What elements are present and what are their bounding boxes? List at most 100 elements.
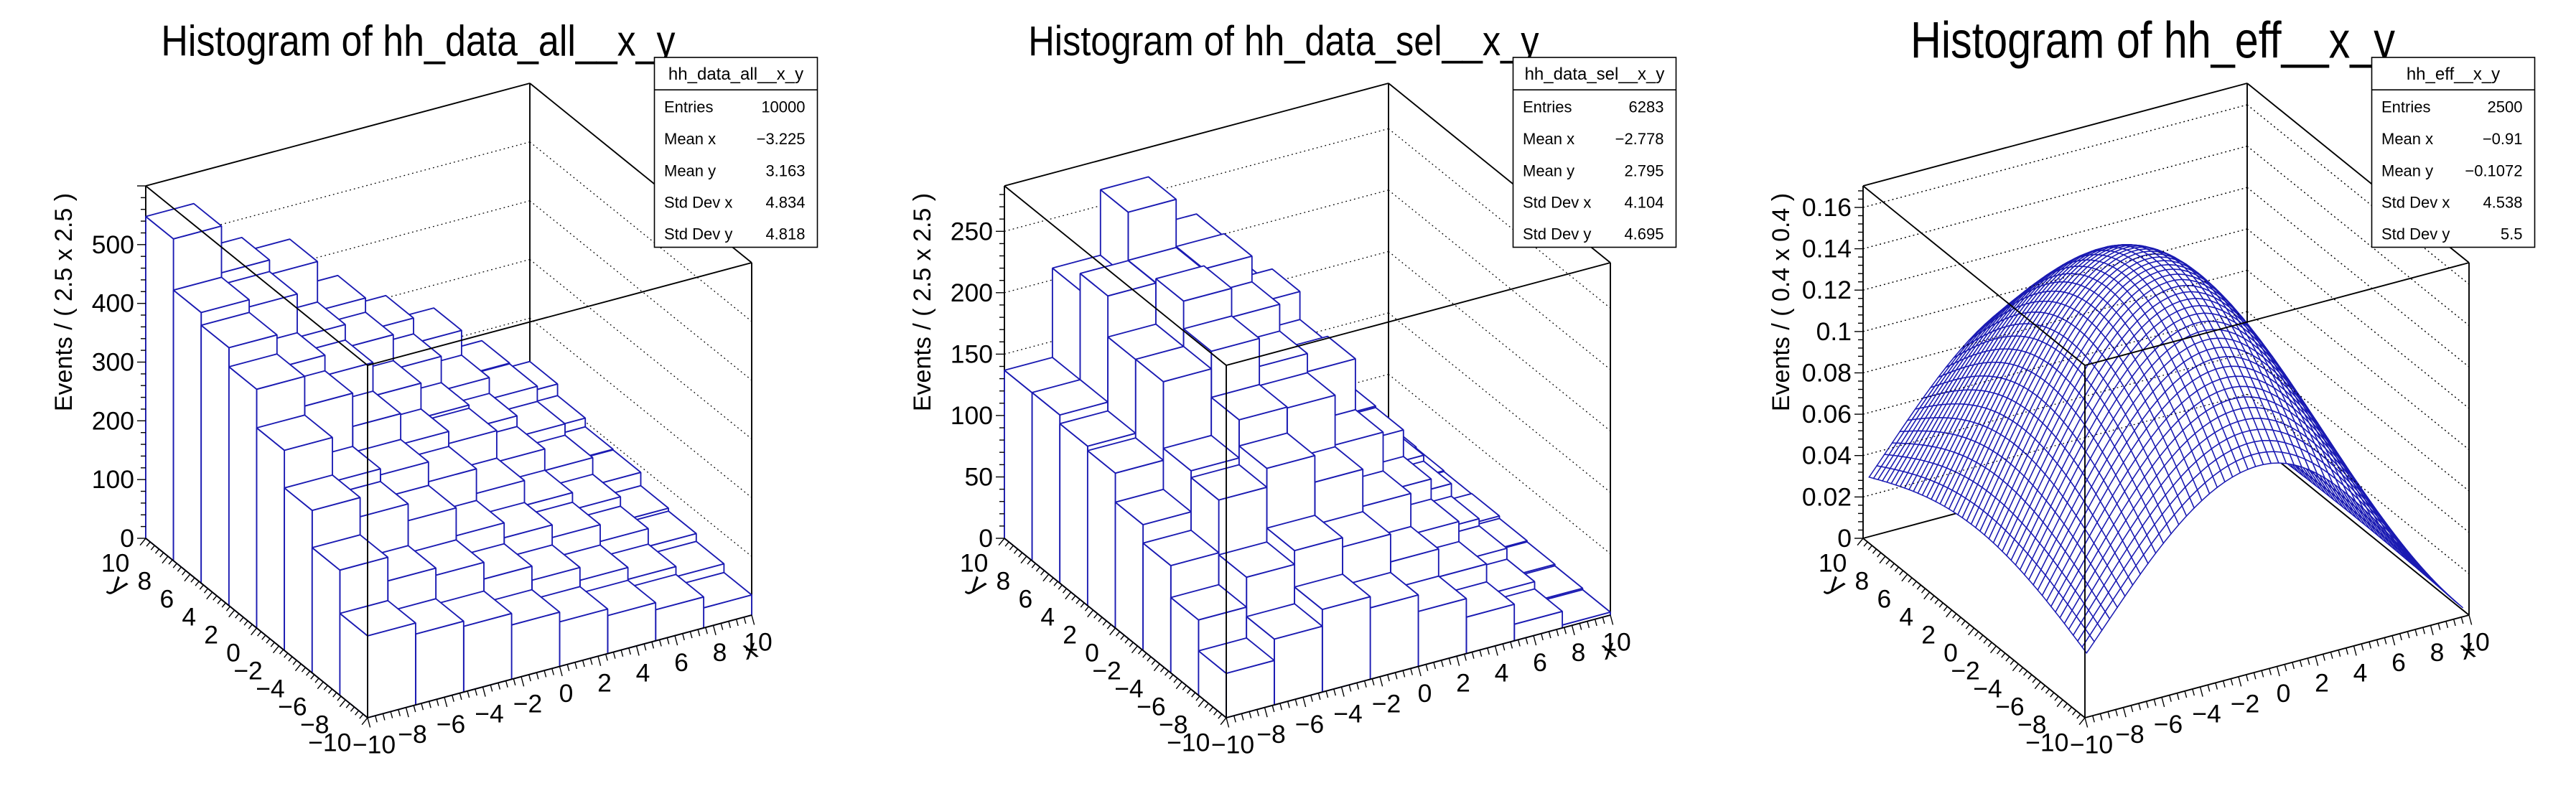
svg-text:−2: −2 <box>1372 689 1401 718</box>
svg-text:Std Dev y: Std Dev y <box>2381 225 2450 243</box>
svg-text:Std Dev x: Std Dev x <box>2381 194 2450 212</box>
svg-text:Mean x: Mean x <box>2381 130 2433 148</box>
svg-text:0: 0 <box>979 524 993 553</box>
svg-text:0: 0 <box>1418 679 1432 708</box>
svg-text:Mean x: Mean x <box>664 130 716 148</box>
svg-text:0: 0 <box>1837 524 1852 553</box>
svg-text:6: 6 <box>1018 584 1032 613</box>
svg-text:10: 10 <box>1602 628 1631 657</box>
svg-text:5.5: 5.5 <box>2501 225 2523 243</box>
svg-text:4.818: 4.818 <box>765 225 805 243</box>
svg-text:8: 8 <box>713 638 727 667</box>
svg-text:6: 6 <box>2391 648 2406 677</box>
svg-text:−4: −4 <box>1333 700 1362 729</box>
svg-text:8: 8 <box>1855 566 1870 595</box>
svg-text:4.695: 4.695 <box>1624 225 1663 243</box>
svg-text:0.06: 0.06 <box>1802 400 1852 428</box>
svg-text:0.04: 0.04 <box>1802 441 1852 470</box>
svg-text:−2: −2 <box>1951 656 1979 685</box>
svg-text:4: 4 <box>1040 602 1055 631</box>
svg-text:hh_data_all__x_y: hh_data_all__x_y <box>668 65 803 84</box>
svg-text:10: 10 <box>101 548 130 577</box>
svg-text:−4: −4 <box>475 700 503 729</box>
svg-text:4: 4 <box>2353 658 2368 687</box>
svg-text:Histogram of hh_data_sel__x_y: Histogram of hh_data_sel__x_y <box>1028 17 1539 65</box>
svg-text:−10: −10 <box>2025 728 2068 756</box>
svg-text:4.104: 4.104 <box>1624 194 1663 212</box>
svg-text:2: 2 <box>2315 669 2329 698</box>
svg-text:−4: −4 <box>1114 674 1143 703</box>
svg-text:−10: −10 <box>1167 728 1210 756</box>
svg-text:8: 8 <box>2430 638 2445 667</box>
svg-text:Std Dev y: Std Dev y <box>1523 225 1591 243</box>
svg-text:−8: −8 <box>2115 720 2144 749</box>
svg-text:8: 8 <box>138 566 152 595</box>
svg-text:−6: −6 <box>1137 692 1165 721</box>
svg-text:0: 0 <box>1085 638 1099 667</box>
svg-text:Events / ( 0.4 x 0.4 ): Events / ( 0.4 x 0.4 ) <box>1768 193 1795 411</box>
svg-text:2: 2 <box>1921 620 1936 649</box>
svg-text:0: 0 <box>1943 638 1958 667</box>
svg-text:4: 4 <box>182 602 196 631</box>
svg-text:Entries: Entries <box>664 98 713 116</box>
svg-text:0.1: 0.1 <box>1816 317 1852 346</box>
svg-text:4: 4 <box>1899 602 1913 631</box>
svg-text:3.163: 3.163 <box>765 162 805 180</box>
svg-text:Std Dev y: Std Dev y <box>664 225 732 243</box>
svg-text:6: 6 <box>159 584 174 613</box>
svg-text:−3.225: −3.225 <box>757 130 806 148</box>
svg-text:0: 0 <box>2277 679 2291 708</box>
svg-text:hh_data_sel__x_y: hh_data_sel__x_y <box>1525 65 1665 84</box>
svg-text:400: 400 <box>92 289 134 318</box>
svg-text:−2.778: −2.778 <box>1615 130 1664 148</box>
svg-text:Events / ( 2.5 x 2.5 ): Events / ( 2.5 x 2.5 ) <box>909 193 936 411</box>
svg-text:10: 10 <box>2461 628 2490 657</box>
svg-text:Mean y: Mean y <box>1523 162 1574 180</box>
svg-text:0.16: 0.16 <box>1802 193 1852 222</box>
svg-text:8: 8 <box>1572 638 1586 667</box>
svg-text:−10: −10 <box>308 728 351 756</box>
svg-text:4.538: 4.538 <box>2483 194 2522 212</box>
svg-text:−0.1072: −0.1072 <box>2465 162 2522 180</box>
svg-text:4: 4 <box>1495 658 1509 687</box>
svg-text:−10: −10 <box>353 731 396 759</box>
svg-text:0: 0 <box>120 524 134 553</box>
svg-text:−2: −2 <box>2231 689 2259 718</box>
svg-text:−6: −6 <box>2154 710 2183 739</box>
svg-text:2500: 2500 <box>2488 98 2523 116</box>
svg-text:Events / ( 2.5 x 2.5 ): Events / ( 2.5 x 2.5 ) <box>50 193 78 411</box>
svg-text:0: 0 <box>226 638 241 667</box>
svg-text:0.12: 0.12 <box>1802 276 1852 304</box>
svg-text:10: 10 <box>744 628 773 657</box>
svg-text:−8: −8 <box>2017 710 2046 739</box>
svg-text:6: 6 <box>1533 648 1547 677</box>
svg-text:Histogram of hh_eff__x_y: Histogram of hh_eff__x_y <box>1910 11 2395 68</box>
svg-text:100: 100 <box>951 401 993 430</box>
svg-text:0.14: 0.14 <box>1802 235 1852 263</box>
svg-text:2: 2 <box>1063 620 1077 649</box>
svg-text:200: 200 <box>92 406 134 435</box>
svg-text:−4: −4 <box>2192 700 2221 729</box>
svg-text:−4: −4 <box>256 674 284 703</box>
svg-text:6283: 6283 <box>1629 98 1664 116</box>
svg-text:−10: −10 <box>2070 731 2113 759</box>
svg-text:−6: −6 <box>1295 710 1324 739</box>
svg-text:Std Dev x: Std Dev x <box>664 194 732 212</box>
svg-text:8: 8 <box>997 566 1011 595</box>
svg-text:10: 10 <box>960 548 989 577</box>
svg-text:150: 150 <box>951 339 993 368</box>
svg-text:−4: −4 <box>1973 674 2002 703</box>
svg-text:2.795: 2.795 <box>1624 162 1663 180</box>
svg-text:−6: −6 <box>278 692 307 721</box>
svg-text:hh_eff__x_y: hh_eff__x_y <box>2407 65 2500 84</box>
svg-text:Entries: Entries <box>1523 98 1572 116</box>
svg-text:0: 0 <box>559 679 574 708</box>
svg-text:2: 2 <box>1456 669 1470 698</box>
svg-text:−6: −6 <box>1995 692 2024 721</box>
svg-text:Mean x: Mean x <box>1523 130 1574 148</box>
svg-text:−10: −10 <box>1211 731 1254 759</box>
svg-text:−2: −2 <box>513 689 542 718</box>
svg-text:Mean y: Mean y <box>664 162 716 180</box>
svg-text:500: 500 <box>92 230 134 259</box>
svg-text:−6: −6 <box>437 710 465 739</box>
